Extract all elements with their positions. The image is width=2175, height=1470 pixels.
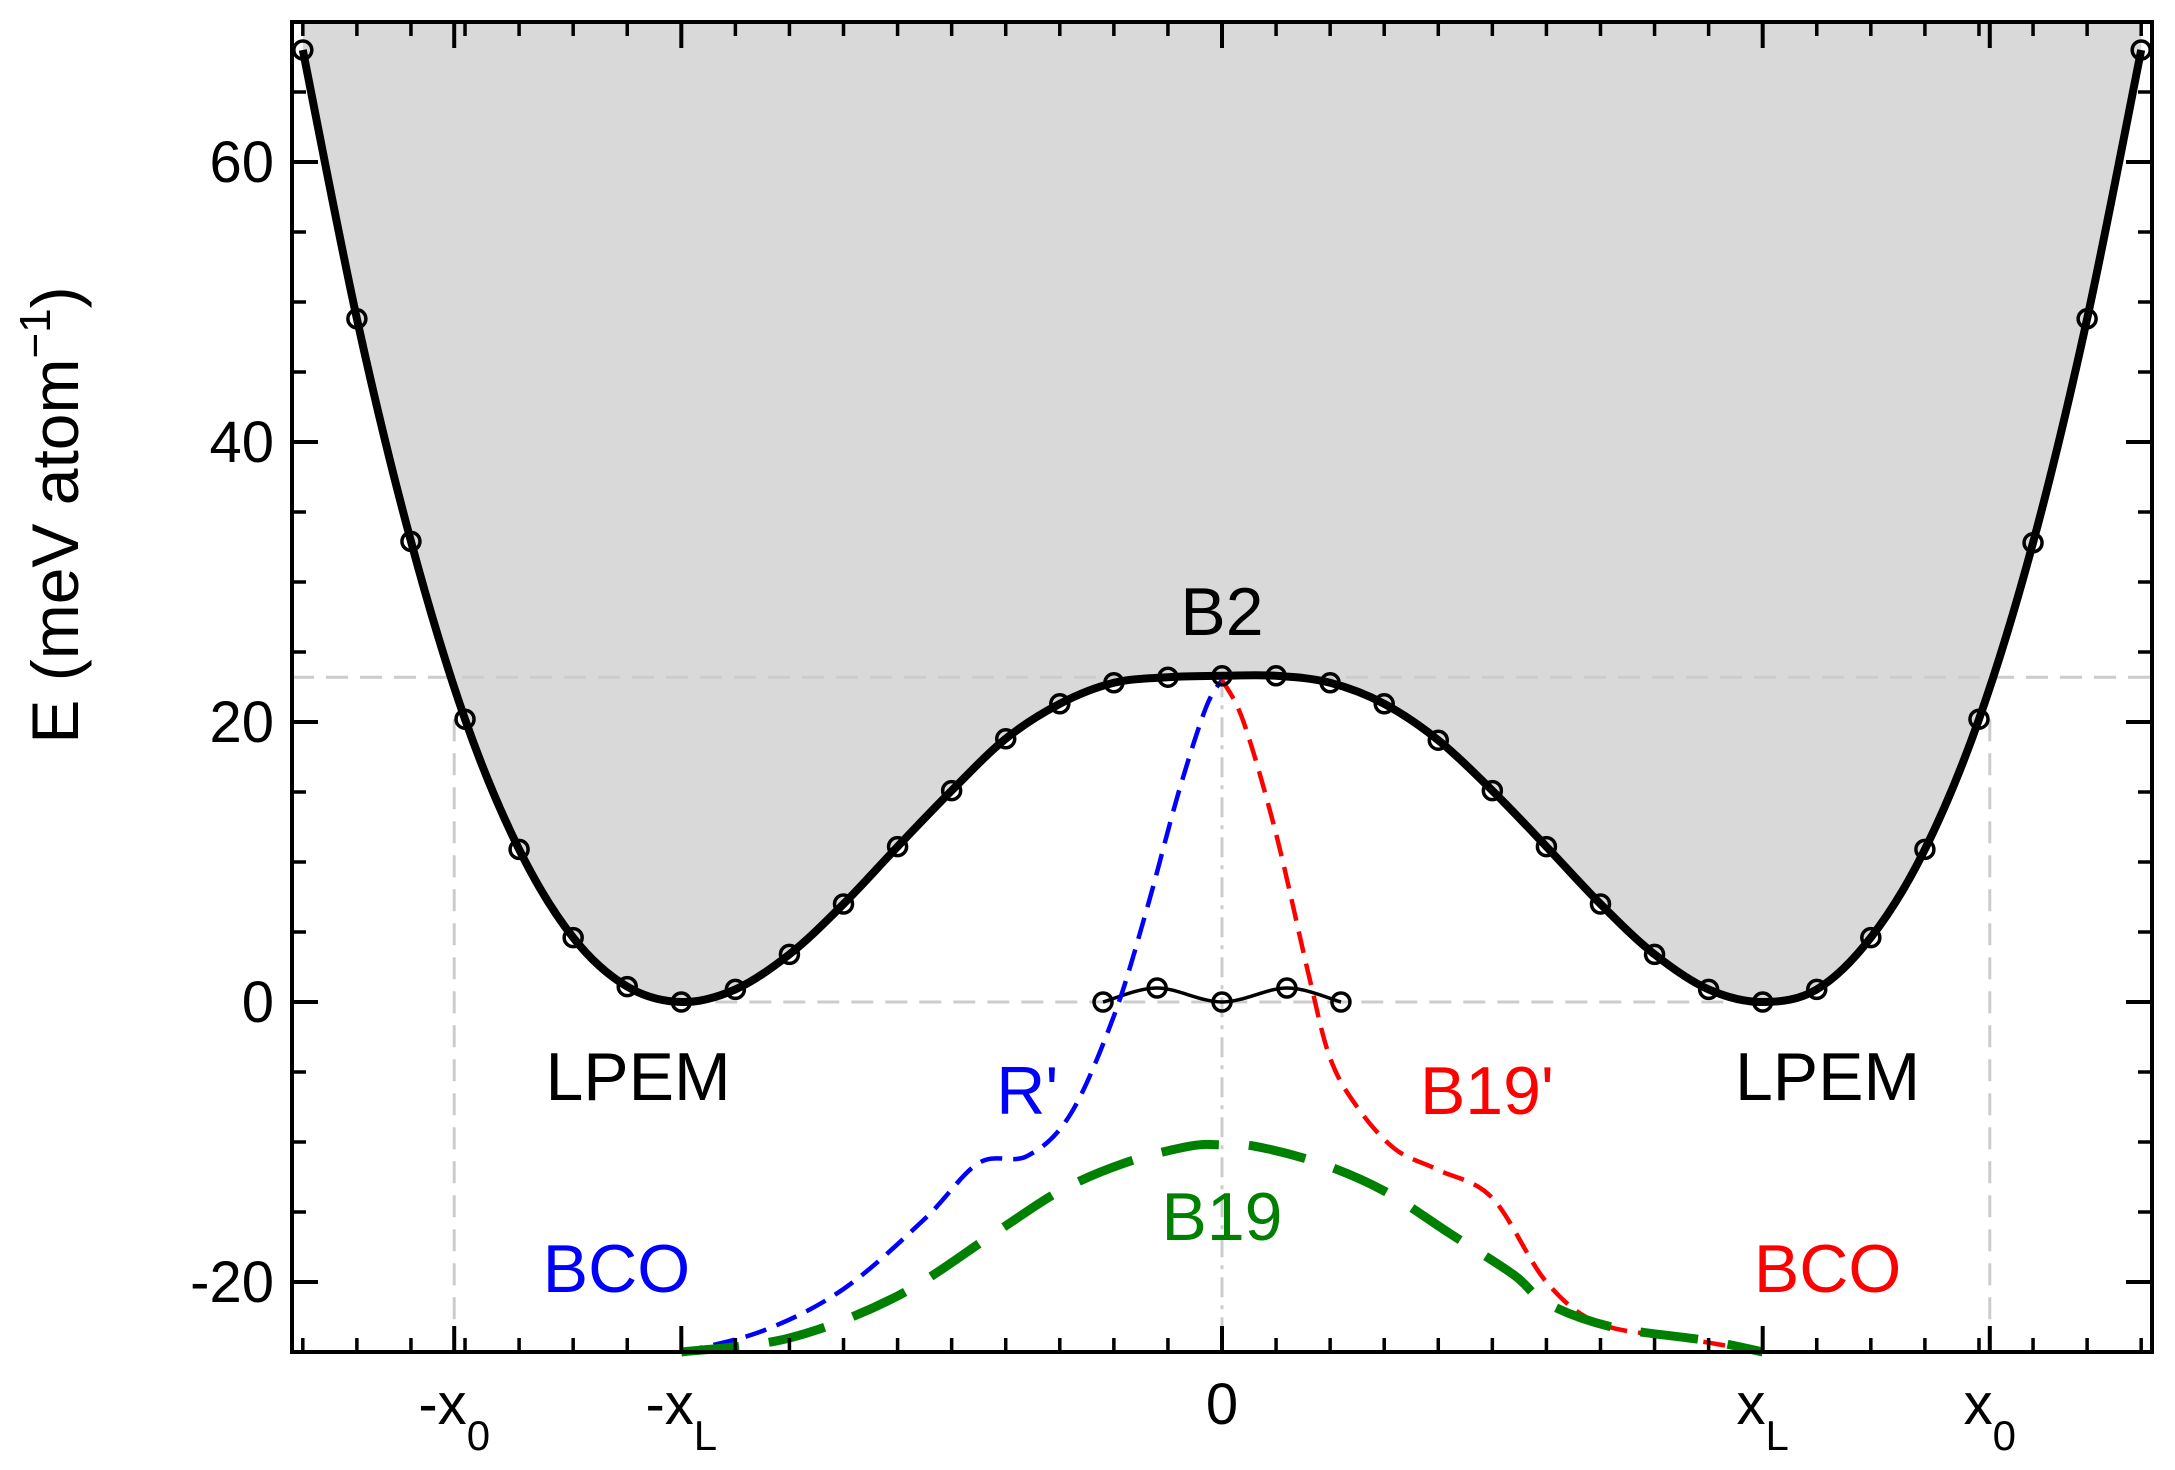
series-main-curve [298, 49, 2146, 1007]
x-tick-label-main: -x [645, 1372, 693, 1437]
small-bump-marker [1092, 991, 1114, 1013]
annotation-lpem: LPEM [1735, 1039, 1920, 1115]
main-curve-marker [1535, 835, 1558, 858]
small-bump-marker [1276, 977, 1298, 999]
y-tick-label: 40 [209, 410, 274, 475]
markers-layer [292, 39, 2152, 1013]
x-tick-label-subscript: L [694, 1412, 717, 1459]
main-curve-marker [994, 728, 1017, 750]
x-tick-label-main: x [1737, 1372, 1766, 1437]
main-curve-marker [1806, 978, 1828, 1001]
main-curve-marker [616, 975, 638, 998]
series-bottom-dashed [680, 1139, 1764, 1357]
main-curve-marker [1157, 666, 1179, 688]
series-right-dashed [1219, 678, 1764, 1355]
main-curve-marker [670, 991, 693, 1013]
main-curve-marker [400, 530, 422, 553]
annotation-lpem: LPEM [545, 1039, 730, 1115]
x-tick-label-subscript: L [1766, 1412, 1789, 1459]
small-bump-marker [1211, 991, 1233, 1013]
main-curve-marker [1319, 672, 1341, 694]
x-tick-label-main: 0 [1206, 1372, 1238, 1437]
annotation-bco: BCO [543, 1231, 690, 1307]
shaded-region-layer [302, 22, 2142, 1003]
main-curve-marker [724, 978, 747, 1001]
x-tick-label: -xL [645, 1372, 717, 1459]
series-left-dashed [680, 678, 1224, 1355]
main-curve-marker [1697, 978, 1720, 1001]
main-curve-marker [778, 943, 801, 966]
series-small-bump [1102, 986, 1342, 1004]
y-axis-label: E (meV atom−1) [11, 286, 92, 743]
main-curve-marker [1103, 672, 1125, 694]
main-curve-marker [1049, 693, 1071, 715]
annotation-r: R' [996, 1053, 1058, 1129]
main-curve-marker [2022, 532, 2044, 554]
small-bump-marker [1330, 991, 1352, 1013]
x-tick-label-subscript: 0 [467, 1412, 490, 1459]
x-tick-label: 0 [1206, 1372, 1238, 1437]
main-curve-marker [1860, 926, 1882, 949]
annotations-layer: B2 LPEM LPEM R' B19' B19 BCO BCO [543, 574, 1920, 1307]
main-curve-marker [1373, 693, 1395, 715]
x-tick-label-main: x [1964, 1372, 1993, 1437]
main-curve-marker [346, 308, 368, 330]
y-tick-label: 20 [209, 690, 274, 755]
main-curve-marker [2076, 308, 2098, 330]
y-axis-label-superscript: −1 [11, 308, 60, 358]
y-axis-label-main: E (meV atom [18, 359, 92, 744]
main-curve-marker [1968, 708, 1990, 730]
main-curve-marker [1643, 943, 1666, 966]
y-tick-label: 0 [242, 970, 274, 1035]
main-curve-marker [832, 893, 855, 915]
y-tick-label: -20 [190, 1250, 274, 1315]
main-curve-marker [1265, 665, 1287, 687]
annotation-b19: B19 [1162, 1179, 1283, 1255]
main-curve-marker [1914, 838, 1936, 861]
main-curve-marker [1481, 779, 1504, 802]
main-curve-marker [940, 779, 963, 802]
x-tick-label-subscript: 0 [1993, 1412, 2016, 1459]
main-curve-marker [1751, 991, 1774, 1013]
y-axis-label-close: ) [18, 286, 92, 308]
main-curve-marker [508, 838, 530, 861]
main-curve-marker [886, 835, 909, 858]
main-curve-marker [1427, 729, 1450, 751]
main-curve-marker [562, 926, 584, 949]
annotation-bco: BCO [1754, 1231, 1901, 1307]
x-tick-label: -x0 [418, 1372, 490, 1459]
main-curve-marker [1211, 665, 1233, 687]
shaded-region [302, 22, 2142, 1003]
main-curve-marker [454, 708, 476, 730]
small-bump-marker [1146, 977, 1168, 999]
y-tick-label: 60 [209, 130, 274, 195]
series-layer [298, 49, 2146, 1357]
x-tick-label: xL [1737, 1372, 1789, 1459]
x-tick-label: x0 [1964, 1372, 2016, 1459]
x-tick-label-main: -x [418, 1372, 466, 1437]
annotation-b19: B19' [1420, 1053, 1554, 1129]
annotation-b2: B2 [1180, 574, 1263, 650]
main-curve-marker [1589, 893, 1612, 915]
